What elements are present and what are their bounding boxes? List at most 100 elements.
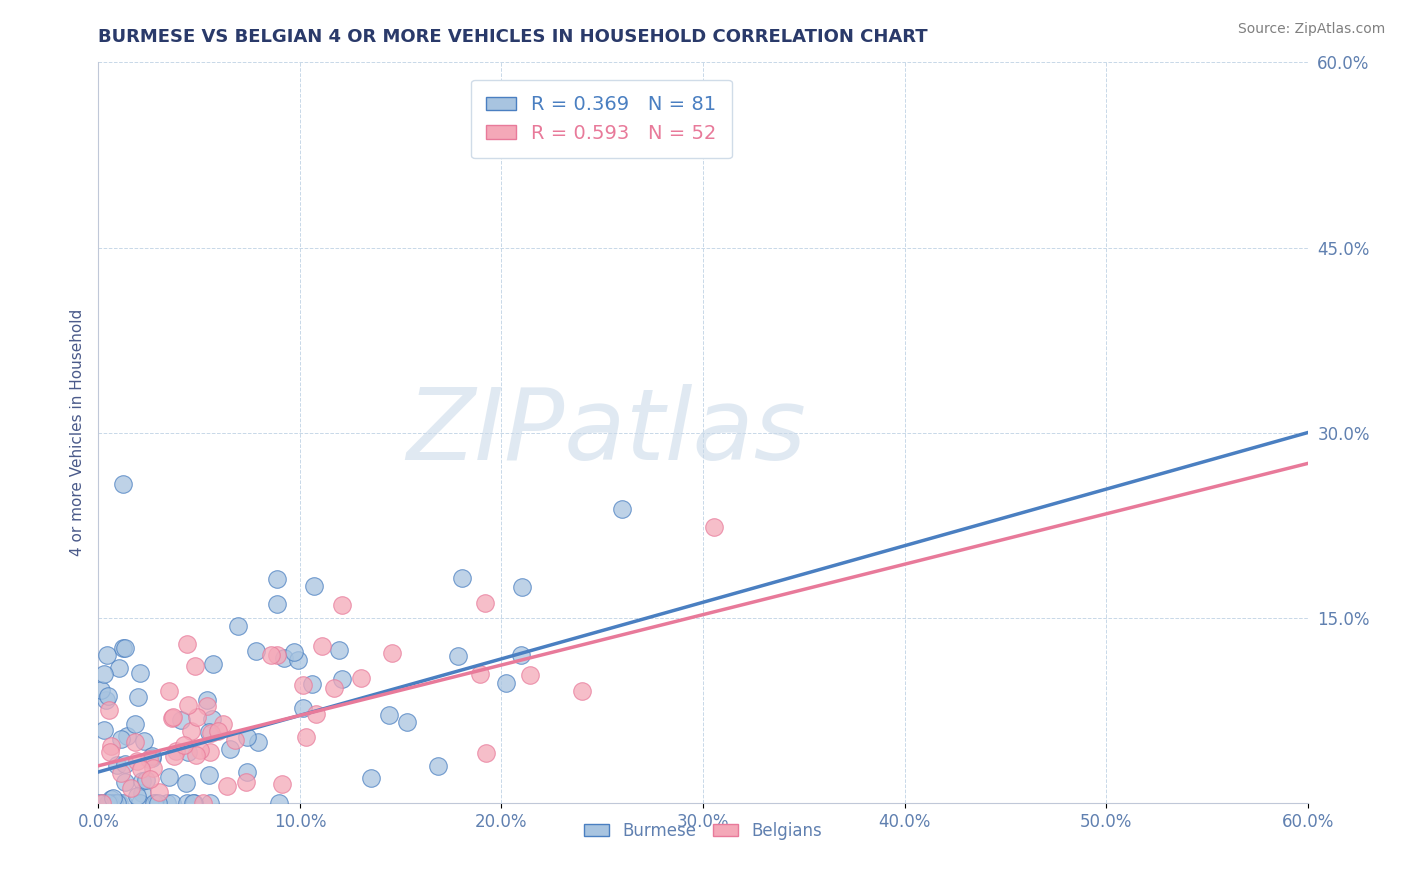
Point [110, 765, 132, 780]
Point [381, 646, 404, 660]
Point [426, 759, 449, 773]
Point [184, 659, 207, 673]
Point [162, 748, 184, 763]
Point [97, 690, 120, 704]
Point [160, 711, 183, 725]
Point [330, 672, 353, 686]
Point [93, 666, 115, 681]
Point [451, 571, 474, 585]
Point [91, 796, 114, 810]
Point [176, 796, 198, 810]
Point [162, 710, 184, 724]
Point [474, 596, 496, 610]
Point [495, 676, 517, 690]
Point [110, 732, 132, 747]
Point [301, 676, 323, 690]
Point [105, 758, 128, 772]
Point [98, 796, 121, 810]
Point [519, 668, 541, 682]
Point [246, 735, 269, 749]
Point [142, 796, 165, 810]
Point [218, 742, 240, 756]
Point [197, 725, 219, 739]
Point [173, 738, 195, 752]
Point [143, 796, 166, 810]
Point [235, 774, 257, 789]
Point [273, 650, 295, 665]
Point [96, 648, 118, 662]
Point [266, 648, 288, 662]
Point [311, 639, 333, 653]
Point [510, 580, 533, 594]
Point [129, 762, 152, 776]
Point [287, 653, 309, 667]
Point [117, 729, 139, 743]
Point [245, 643, 267, 657]
Point [571, 684, 593, 698]
Text: BURMESE VS BELGIAN 4 OR MORE VEHICLES IN HOUSEHOLD CORRELATION CHART: BURMESE VS BELGIAN 4 OR MORE VEHICLES IN… [98, 28, 928, 45]
Point [138, 752, 160, 766]
Point [165, 744, 187, 758]
Point [142, 761, 165, 775]
Point [291, 701, 314, 715]
Point [125, 789, 148, 804]
Text: Source: ZipAtlas.com: Source: ZipAtlas.com [1237, 22, 1385, 37]
Point [111, 796, 134, 810]
Point [105, 796, 128, 810]
Point [94, 693, 117, 707]
Point [226, 619, 249, 633]
Point [200, 712, 222, 726]
Point [703, 520, 725, 534]
Point [305, 706, 328, 721]
Point [124, 735, 146, 749]
Point [266, 598, 288, 612]
Point [157, 770, 180, 784]
Point [236, 764, 259, 779]
Point [160, 796, 183, 810]
Point [114, 775, 136, 789]
Point [270, 776, 292, 790]
Point [447, 649, 470, 664]
Point [131, 786, 153, 800]
Point [395, 714, 418, 729]
Point [176, 636, 198, 650]
Point [198, 796, 221, 810]
Point [612, 502, 634, 516]
Point [100, 745, 122, 759]
Point [266, 573, 288, 587]
Point [260, 648, 283, 662]
Point [475, 747, 498, 761]
Point [200, 726, 222, 740]
Point [470, 666, 492, 681]
Point [139, 772, 162, 786]
Y-axis label: 4 or more Vehicles in Household: 4 or more Vehicles in Household [69, 309, 84, 557]
Point [180, 723, 202, 738]
Point [377, 707, 399, 722]
Point [292, 677, 315, 691]
Point [135, 773, 157, 788]
Point [177, 698, 200, 712]
Point [294, 730, 316, 744]
Point [212, 717, 235, 731]
Point [201, 657, 224, 672]
Point [207, 724, 229, 739]
Point [236, 730, 259, 744]
Point [111, 476, 134, 491]
Point [90, 683, 112, 698]
Point [87, 796, 110, 810]
Point [112, 640, 135, 655]
Point [148, 784, 170, 798]
Point [332, 598, 354, 612]
Point [177, 745, 200, 759]
Point [195, 692, 218, 706]
Text: ZIPatlas: ZIPatlas [406, 384, 806, 481]
Point [184, 747, 207, 762]
Point [93, 723, 115, 738]
Point [156, 796, 179, 810]
Point [360, 772, 382, 786]
Point [191, 796, 214, 810]
Point [328, 643, 350, 657]
Point [267, 796, 290, 810]
Point [304, 579, 326, 593]
Legend: Burmese, Belgians: Burmese, Belgians [578, 815, 828, 847]
